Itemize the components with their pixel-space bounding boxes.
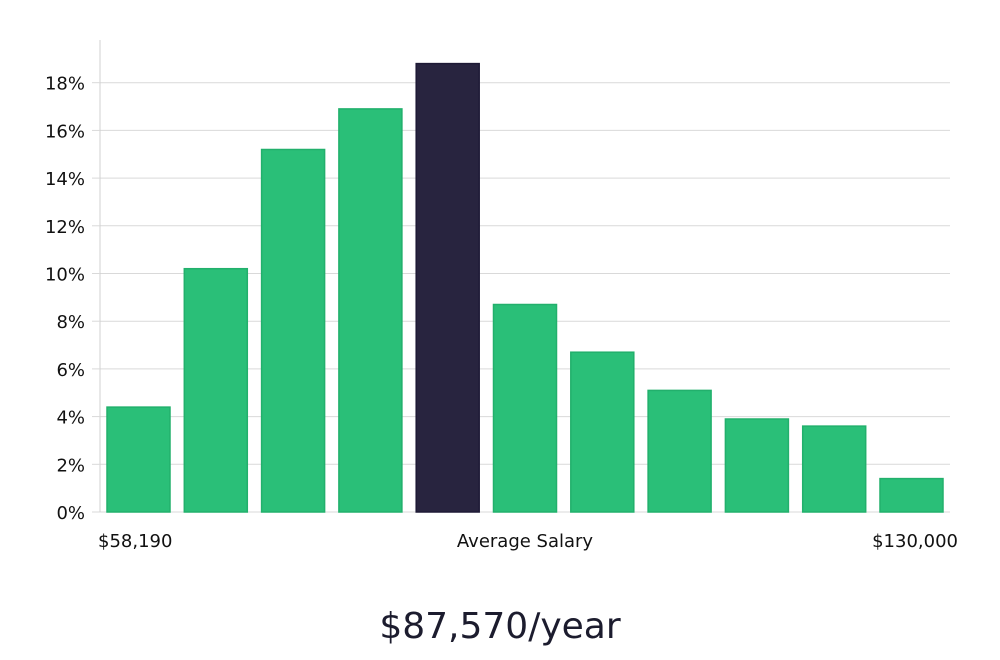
- bar-b11: [879, 477, 944, 513]
- bar-average-salary: [415, 62, 480, 513]
- y-tick-label: 6%: [56, 360, 85, 381]
- y-tick-label: 14%: [45, 169, 85, 190]
- bars: [106, 62, 944, 513]
- bar-b10: [801, 425, 867, 513]
- x-label-max: $130,000: [872, 531, 958, 552]
- bar-b1: [106, 406, 171, 513]
- y-tick-label: 12%: [45, 217, 85, 238]
- average-salary-headline: $87,570/year: [379, 606, 621, 647]
- y-axis-ticks: 0% 2% 4% 6% 8% 10% 12% 14% 16% 18%: [45, 74, 100, 524]
- y-tick-label: 2%: [56, 455, 85, 476]
- salary-distribution-chart: 0% 2% 4% 6% 8% 10% 12% 14% 16% 18% $58,190 Averag…: [45, 40, 958, 552]
- bar-b2: [183, 267, 249, 513]
- x-label-min: $58,190: [98, 531, 172, 552]
- bar-b7: [570, 351, 635, 513]
- y-tick-label: 4%: [56, 408, 85, 429]
- bar-b9: [724, 418, 790, 513]
- y-tick-label: 0%: [56, 503, 85, 524]
- y-tick-label: 8%: [56, 312, 85, 333]
- bar-b8: [647, 389, 712, 513]
- y-tick-label: 18%: [45, 74, 85, 95]
- bar-b3: [260, 148, 326, 513]
- bar-b6: [492, 303, 558, 513]
- bar-b4: [338, 108, 403, 513]
- y-tick-label: 10%: [45, 265, 85, 286]
- chart-canvas: 0% 2% 4% 6% 8% 10% 12% 14% 16% 18% $58,190 Averag…: [45, 40, 958, 552]
- y-tick-label: 16%: [45, 121, 85, 142]
- x-label-average: Average Salary: [457, 531, 594, 552]
